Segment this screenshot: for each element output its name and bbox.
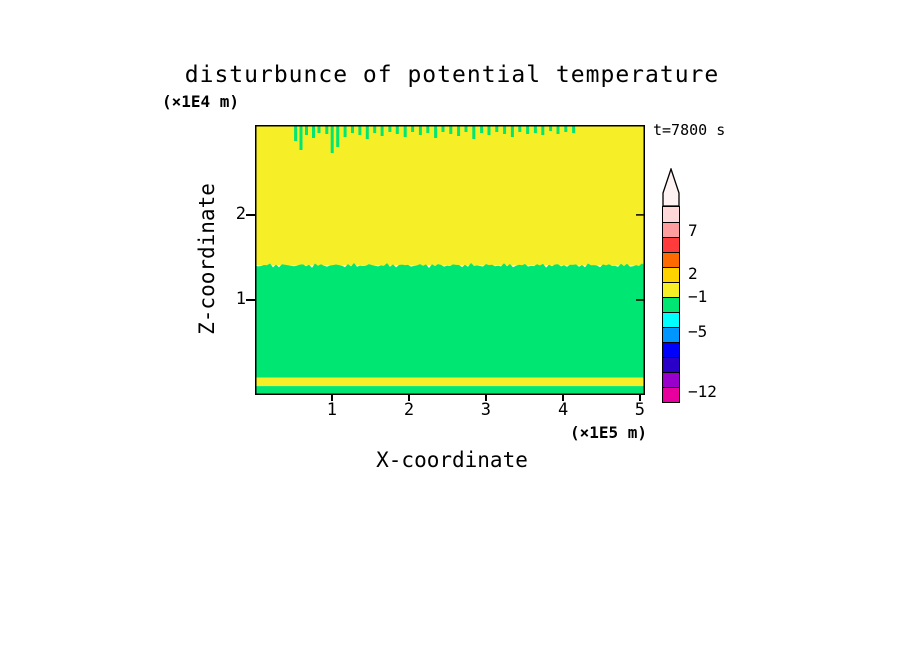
colorbar-segment (663, 282, 679, 297)
x-tick-label: 4 (557, 400, 569, 420)
time-annotation: t=7800 s (653, 121, 726, 139)
colorbar-label: 2 (688, 264, 698, 284)
colorbar-segment (663, 237, 679, 252)
x-tick-label: 2 (403, 400, 415, 420)
x-tick-mark (562, 395, 564, 401)
colorbar-arrow-icon (662, 166, 680, 207)
x-tick-mark (639, 395, 641, 401)
colorbar-segment (663, 342, 679, 357)
colorbar-segment (663, 297, 679, 312)
x-tick-label: 5 (634, 400, 646, 420)
y-tick-label: 1 (235, 288, 246, 309)
colorbar-label: −5 (688, 321, 708, 341)
chart-title: disturbunce of potential temperature (184, 62, 720, 88)
colorbar-segment (663, 222, 679, 237)
colorbar-segment (663, 357, 679, 372)
y-tick-mark (246, 214, 255, 216)
x-tick-mark (408, 395, 410, 401)
colorbar-label: −12 (688, 382, 717, 402)
y-axis-unit-label: (×1E4 m) (162, 92, 240, 111)
y-axis-title: Z-coordinate (195, 183, 219, 335)
x-axis-title: X-coordinate (376, 448, 528, 472)
x-tick-mark (485, 395, 487, 401)
colorbar-label: 7 (688, 220, 698, 240)
colorbar-segment (663, 207, 679, 222)
y-tick-mark (246, 299, 255, 301)
colorbar-segment (663, 312, 679, 327)
colorbar-label: −1 (688, 287, 708, 307)
x-tick-label: 3 (480, 400, 491, 420)
colorbar-segment (663, 252, 679, 267)
x-tick-label: 1 (326, 400, 337, 420)
colorbar-segment (663, 372, 679, 387)
colorbar-segment (663, 267, 679, 282)
y-tick-label: 2 (235, 203, 246, 224)
colorbar-segment (663, 327, 679, 342)
colorbar-segment (663, 387, 679, 402)
colorbar (662, 206, 680, 403)
x-tick-mark (331, 395, 333, 401)
plot-area (255, 125, 645, 395)
x-axis-unit-label: (×1E5 m) (570, 423, 648, 442)
